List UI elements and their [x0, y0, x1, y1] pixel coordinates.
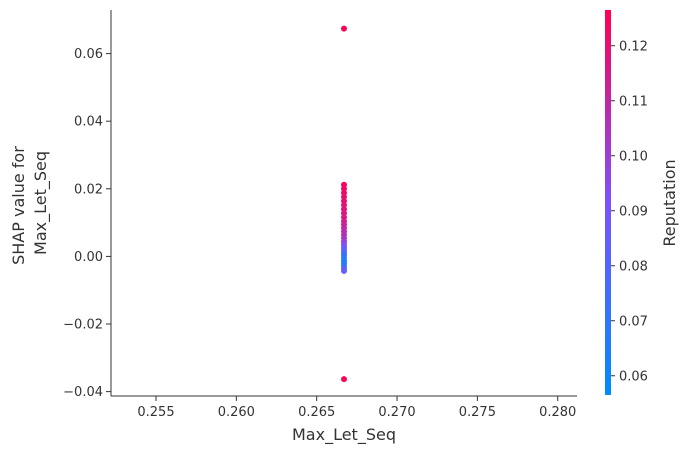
- colorbar-tick-label: 0.06: [619, 369, 648, 384]
- y-tick-label: 0.06: [74, 47, 103, 62]
- scatter-point: [341, 376, 347, 383]
- y-axis-ticks: −0.04 −0.02 0.00 0.02 0.04 0.06: [63, 47, 111, 400]
- x-tick-label: 0.265: [298, 405, 335, 420]
- x-tick-label: 0.260: [218, 405, 255, 420]
- colorbar-tick-label: 0.09: [619, 204, 648, 219]
- y-tick-label: −0.04: [63, 385, 103, 400]
- x-tick-label: 0.255: [137, 405, 174, 420]
- colorbar-ticks: 0.06 0.07 0.08 0.09 0.10 0.11 0.12: [611, 39, 648, 384]
- y-axis-label-line-1: SHAP value for: [9, 146, 28, 265]
- plot-area: 0.255 0.260 0.265 0.270 0.275 0.280 −0.04−0.0…: [63, 10, 577, 420]
- colorbar-tick-label: 0.08: [619, 259, 648, 274]
- y-tick-label: 0.00: [74, 250, 103, 265]
- y-axis-label-line-2: Max_Let_Seq: [31, 151, 51, 255]
- scatter-points: [341, 25, 347, 383]
- y-tick-label: −0.02: [63, 318, 103, 333]
- colorbar-label: Reputation: [660, 159, 679, 246]
- colorbar: 0.06 0.07 0.08 0.09 0.10 0.11 0.12 Reputation: [605, 10, 679, 395]
- colorbar-tick-label: 0.12: [619, 39, 648, 54]
- x-tick-label: 0.270: [378, 405, 415, 420]
- x-axis-label: Max_Let_Seq: [292, 425, 396, 445]
- colorbar-tick-label: 0.11: [619, 94, 648, 109]
- x-tick-label: 0.275: [459, 405, 496, 420]
- scatter-point: [341, 267, 347, 274]
- y-tick-label: 0.04: [74, 115, 103, 130]
- x-tick-label: 0.280: [539, 405, 576, 420]
- scatter-point: [341, 25, 347, 32]
- y-tick-label: 0.02: [74, 182, 103, 197]
- x-axis-ticks: 0.255 0.260 0.265 0.270 0.275 0.280: [137, 396, 576, 420]
- colorbar-tick-label: 0.10: [619, 149, 648, 164]
- colorbar-tick-label: 0.07: [619, 314, 648, 329]
- colorbar-gradient: [605, 10, 611, 395]
- y-axis-label: SHAP value for Max_Let_Seq: [9, 141, 51, 265]
